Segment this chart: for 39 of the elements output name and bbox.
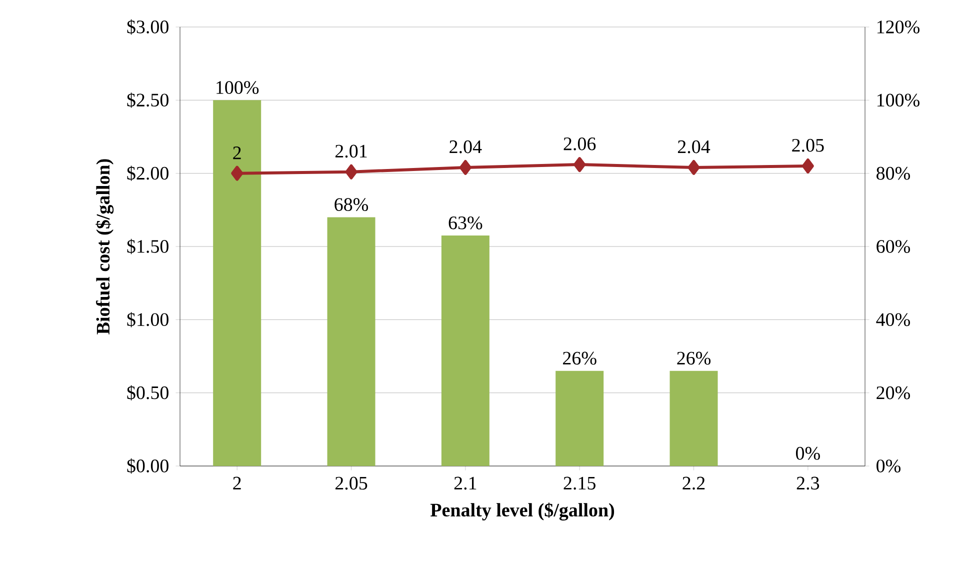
y2-tick-label: 40%: [876, 313, 910, 326]
y-axis-title: Biofuel cost ($/gallon): [96, 159, 114, 334]
x-tick-label: 2.05: [335, 476, 368, 490]
bar: [556, 370, 604, 466]
data-label: 2.04: [678, 140, 710, 154]
bar: [327, 217, 376, 466]
y2-tick-label: 100%: [877, 94, 920, 107]
data-label: 2.06: [564, 137, 596, 150]
x-tick-label: 2.2: [682, 476, 705, 490]
y-tick-label: $2.50: [127, 92, 168, 108]
y-tick-label: $2.00: [127, 166, 168, 181]
bar: [213, 100, 262, 466]
x-tick-label: 2.15: [564, 476, 596, 490]
y-tick-label: $3.00: [127, 19, 168, 35]
data-label: 0%: [796, 446, 820, 460]
y2-tick-label: 0%: [876, 460, 900, 472]
x-tick-label: 2.1: [454, 476, 476, 490]
y2-tick-label: 60%: [876, 240, 910, 253]
x-tick-label: 2: [233, 476, 241, 490]
data-label: 2.01: [335, 144, 367, 158]
data-label: 63%: [448, 216, 482, 230]
y-tick-label: $0.00: [127, 458, 168, 474]
data-label: 26%: [677, 352, 711, 365]
y-tick-label: $1.50: [127, 238, 168, 254]
y2-tick-label: 80%: [876, 166, 910, 180]
bar: [441, 236, 490, 466]
y-tick-label: $1.00: [127, 312, 168, 328]
data-label: 26%: [563, 352, 596, 365]
data-label: 100%: [216, 81, 259, 94]
bar: [670, 370, 718, 466]
data-label: 2.04: [450, 140, 482, 154]
x-axis-title: Penalty level ($/gallon): [430, 502, 614, 521]
x-tick-label: 2.3: [796, 476, 820, 490]
y2-tick-label: 120%: [877, 20, 920, 34]
data-label: 2.05: [792, 138, 824, 152]
y2-tick-label: 20%: [876, 386, 910, 400]
data-label: 2: [233, 146, 241, 160]
y-tick-label: $0.50: [127, 385, 168, 400]
data-label: 68%: [334, 198, 368, 212]
